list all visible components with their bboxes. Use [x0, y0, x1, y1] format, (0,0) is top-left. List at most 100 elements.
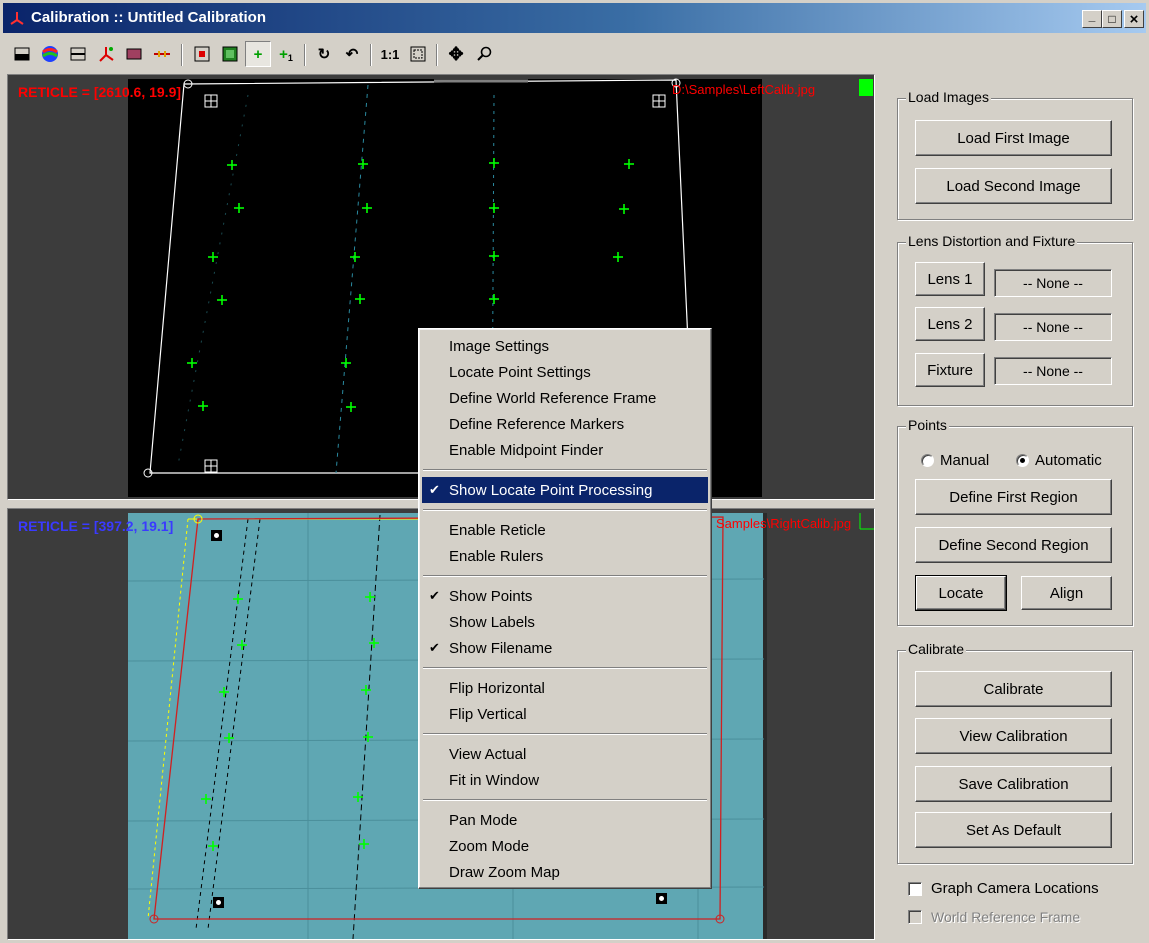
maximize-button[interactable]: □	[1102, 10, 1122, 28]
locate-button[interactable]: Locate	[915, 575, 1007, 611]
close-button[interactable]: ×	[1124, 10, 1144, 28]
menu-item-label: Draw Zoom Map	[449, 863, 560, 881]
menu-item-define-reference-markers[interactable]: Define Reference Markers	[422, 411, 708, 437]
reference-marker	[211, 530, 222, 541]
menu-item-label: Image Settings	[449, 337, 550, 355]
menu-item-flip-vertical[interactable]: Flip Vertical	[422, 701, 708, 727]
menu-separator	[423, 469, 707, 471]
lens1-button[interactable]: Lens 1	[915, 262, 985, 296]
points-group: Points Manual Automatic Define First Reg…	[897, 417, 1133, 626]
menu-item-enable-reticle[interactable]: Enable Reticle	[422, 517, 708, 543]
lens2-button[interactable]: Lens 2	[915, 307, 985, 341]
menu-item-show-locate-point-processing[interactable]: ✔ Show Locate Point Processing	[422, 477, 708, 503]
context-menu: Image Settings Locate Point Settings Def…	[418, 328, 712, 889]
located-point-marker	[489, 203, 499, 213]
menu-item-label: Pan Mode	[449, 811, 518, 829]
located-point-marker	[361, 685, 371, 695]
menu-item-label: Flip Horizontal	[449, 679, 545, 697]
load-second-image-button[interactable]: Load Second Image	[915, 168, 1112, 204]
menu-item-draw-zoom-map[interactable]: Draw Zoom Map	[422, 859, 708, 885]
graph-camera-locations-checkbox[interactable]: Graph Camera Locations	[908, 880, 1099, 897]
menu-item-flip-horizontal[interactable]: Flip Horizontal	[422, 675, 708, 701]
world-frame-label: World Reference Frame	[931, 909, 1081, 925]
located-point-marker	[489, 158, 499, 168]
menu-item-label: Show Filename	[449, 639, 553, 657]
title-bar[interactable]: Calibration :: Untitled Calibration _ □ …	[3, 3, 1146, 33]
located-point-marker	[369, 638, 379, 648]
set-as-default-button[interactable]: Set As Default	[915, 812, 1112, 848]
reference-marker	[204, 94, 218, 108]
group-label: Load Images	[906, 89, 991, 105]
pan-icon[interactable]: ✥	[448, 43, 464, 64]
menu-separator	[423, 575, 707, 577]
save-calibration-button[interactable]: Save Calibration	[915, 766, 1112, 802]
lens1-value: -- None --	[994, 269, 1112, 297]
menu-item-zoom-mode[interactable]: Zoom Mode	[422, 833, 708, 859]
menu-item-show-points[interactable]: ✔ Show Points	[422, 583, 708, 609]
calibrate-group: Calibrate Calibrate View Calibration Sav…	[897, 641, 1133, 864]
menu-item-label: Show Locate Point Processing	[449, 481, 653, 499]
menu-item-enable-midpoint-finder[interactable]: Enable Midpoint Finder	[422, 437, 708, 463]
define-second-region-button[interactable]: Define Second Region	[915, 527, 1112, 563]
menu-item-show-labels[interactable]: Show Labels	[422, 609, 708, 635]
axis-icon[interactable]	[93, 41, 119, 67]
manual-radio[interactable]: Manual	[921, 452, 989, 469]
menu-separator	[423, 509, 707, 511]
reticle-readout: RETICLE = [2610.6, 19.9]	[18, 84, 182, 100]
minimize-icon: _	[1088, 9, 1096, 23]
view-calibration-button[interactable]: View Calibration	[915, 718, 1112, 754]
menu-item-fit-in-window[interactable]: Fit in Window	[422, 767, 708, 793]
add-labeled-point-icon[interactable]: +1	[279, 45, 293, 64]
menu-item-enable-rulers[interactable]: Enable Rulers	[422, 543, 708, 569]
located-point-marker	[234, 203, 244, 213]
menu-item-show-filename[interactable]: ✔ Show Filename	[422, 635, 708, 661]
split-view-icon[interactable]	[65, 41, 91, 67]
located-point-marker	[346, 402, 356, 412]
image-filename: D:\Samples\LeftCalib.jpg	[672, 82, 816, 97]
reticle-icon[interactable]	[189, 41, 215, 67]
undo-icon[interactable]: ↶	[345, 46, 359, 63]
image-icon[interactable]	[121, 41, 147, 67]
menu-item-view-actual[interactable]: View Actual	[422, 741, 708, 767]
region-icon[interactable]	[217, 41, 243, 67]
group-label: Calibrate	[906, 641, 967, 657]
fixture-button[interactable]: Fixture	[915, 353, 985, 387]
toolbar-separator	[370, 44, 372, 66]
define-first-region-button[interactable]: Define First Region	[915, 479, 1112, 515]
menu-item-locate-point-settings[interactable]: Locate Point Settings	[422, 359, 708, 385]
reticle-readout: RETICLE = [397.2, 19.1]	[18, 518, 174, 534]
check-icon: ✔	[429, 482, 440, 497]
located-point-marker	[219, 687, 229, 697]
zoom-icon[interactable]	[471, 41, 497, 67]
menu-separator	[423, 733, 707, 735]
menu-item-image-settings[interactable]: Image Settings	[422, 333, 708, 359]
menu-item-label: Define Reference Markers	[449, 415, 625, 433]
add-point-icon[interactable]: +	[245, 41, 271, 67]
menu-separator	[423, 667, 707, 669]
located-point-marker	[208, 841, 218, 851]
automatic-radio[interactable]: Automatic	[1016, 452, 1102, 469]
toolbar-separator	[181, 44, 183, 66]
menu-item-label: View Actual	[449, 745, 527, 763]
calibrate-button[interactable]: Calibrate	[915, 671, 1112, 707]
menu-item-label: Fit in Window	[449, 771, 540, 789]
ruler-icon[interactable]	[149, 41, 175, 67]
view-actual-icon[interactable]: 1:1	[380, 46, 400, 62]
single-view-icon[interactable]	[9, 41, 35, 67]
group-label: Lens Distortion and Fixture	[906, 233, 1078, 249]
located-point-marker	[365, 592, 375, 602]
menu-separator	[423, 799, 707, 801]
color-palette-icon[interactable]	[37, 41, 63, 67]
lens-distortion-group: Lens Distortion and Fixture Lens 1 -- No…	[897, 233, 1133, 406]
menu-item-pan-mode[interactable]: Pan Mode	[422, 807, 708, 833]
menu-item-label: Enable Rulers	[449, 547, 544, 565]
fit-window-icon[interactable]	[405, 41, 431, 67]
radio-dot	[1016, 454, 1029, 467]
radio-dot	[921, 454, 934, 467]
load-first-image-button[interactable]: Load First Image	[915, 120, 1112, 156]
world-reference-frame-checkbox[interactable]: World Reference Frame	[908, 909, 1080, 925]
minimize-button[interactable]: _	[1082, 10, 1102, 28]
menu-item-define-world-reference-frame[interactable]: Define World Reference Frame	[422, 385, 708, 411]
align-button[interactable]: Align	[1021, 576, 1112, 610]
rotate-icon[interactable]: ↻	[317, 46, 331, 63]
